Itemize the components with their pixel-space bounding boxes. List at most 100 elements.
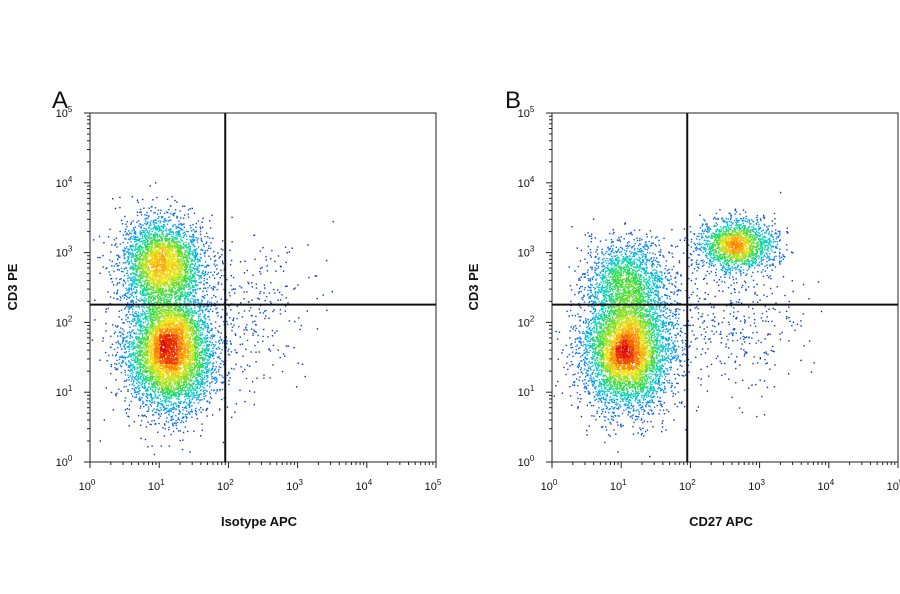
- event-dot: [198, 368, 201, 370]
- event-dot: [128, 291, 130, 293]
- event-dot: [146, 243, 149, 246]
- event-dot: [183, 381, 186, 383]
- event-dot: [118, 362, 120, 365]
- event-dot: [130, 288, 132, 290]
- event-dot: [202, 226, 204, 228]
- event-dot: [185, 307, 187, 309]
- event-dot: [183, 380, 186, 382]
- event-dot: [164, 290, 167, 292]
- event-dot: [153, 233, 156, 235]
- event-dot: [140, 268, 142, 270]
- event-dot: [153, 212, 155, 214]
- event-dot: [230, 259, 233, 262]
- event-dot: [201, 221, 203, 223]
- event-dot: [236, 317, 238, 320]
- event-dot: [132, 262, 134, 265]
- event-dot: [157, 320, 159, 322]
- event-dot: [138, 384, 140, 386]
- event-dot: [130, 278, 132, 280]
- event-dot: [186, 261, 189, 263]
- event-dot: [168, 306, 170, 308]
- event-dot: [188, 368, 191, 370]
- event-dot: [162, 288, 164, 290]
- event-dot: [135, 391, 137, 393]
- event-dot: [186, 238, 188, 241]
- event-dot: [145, 337, 147, 340]
- event-dot: [274, 292, 276, 294]
- event-dot: [139, 251, 141, 253]
- event-dot: [191, 387, 193, 390]
- event-dot: [160, 309, 162, 311]
- event-dot: [209, 301, 211, 304]
- event-dot: [176, 301, 178, 304]
- event-dot: [141, 313, 144, 315]
- event-dot: [175, 246, 177, 248]
- event-dot: [136, 391, 139, 394]
- event-dot: [194, 258, 197, 260]
- event-dot: [187, 299, 189, 301]
- event-dot: [195, 311, 198, 314]
- event-dot: [136, 267, 138, 269]
- event-dot: [191, 241, 194, 243]
- event-dot: [192, 290, 194, 293]
- event-dot: [264, 300, 266, 302]
- event-dot: [218, 368, 220, 371]
- event-dot: [146, 363, 148, 365]
- event-dot: [157, 305, 160, 307]
- event-dot: [216, 379, 218, 381]
- event-dot: [165, 396, 167, 398]
- event-dot: [134, 237, 136, 239]
- event-dot: [130, 286, 132, 288]
- event-dot: [160, 209, 162, 212]
- event-dot: [187, 252, 190, 255]
- event-dot: [139, 341, 141, 343]
- event-dot: [182, 276, 184, 278]
- event-dot: [130, 380, 132, 382]
- event-dot: [179, 387, 181, 389]
- event-dot: [192, 325, 194, 328]
- event-dot: [214, 376, 216, 379]
- event-dot: [157, 315, 159, 317]
- event-dot: [116, 282, 119, 284]
- event-dot: [200, 302, 203, 304]
- event-dot: [105, 322, 107, 325]
- event-dot: [191, 366, 193, 368]
- event-dot: [171, 230, 174, 232]
- event-dot: [144, 329, 146, 332]
- event-dot: [165, 237, 167, 239]
- event-dot: [136, 265, 138, 267]
- event-dot: [160, 391, 162, 394]
- event-dot: [187, 377, 190, 379]
- event-dot: [198, 352, 200, 354]
- event-dot: [170, 394, 173, 396]
- event-dot: [181, 292, 183, 294]
- event-dot: [185, 254, 187, 256]
- event-dot: [145, 330, 148, 333]
- event-dot: [194, 324, 196, 326]
- event-dot: [203, 398, 205, 400]
- event-dot: [140, 332, 142, 335]
- event-dot: [161, 233, 163, 236]
- event-dot: [149, 374, 151, 376]
- event-dot: [128, 350, 130, 353]
- event-dot: [209, 247, 212, 250]
- event-dot: [176, 226, 178, 229]
- event-dot: [187, 387, 189, 389]
- event-dot: [152, 199, 154, 201]
- event-dot: [175, 395, 178, 397]
- event-dot: [145, 228, 147, 230]
- event-dot: [142, 353, 144, 355]
- event-dot: [190, 374, 192, 377]
- event-dot: [281, 370, 284, 373]
- event-dot: [137, 390, 139, 393]
- event-dot: [158, 289, 161, 292]
- event-dot: [207, 337, 209, 339]
- event-dot: [145, 358, 147, 360]
- event-dot: [111, 354, 114, 356]
- event-dot: [132, 372, 134, 374]
- event-dot: [204, 309, 206, 311]
- event-dot: [221, 308, 224, 311]
- event-dot: [203, 387, 205, 389]
- event-dot: [201, 273, 203, 275]
- event-dot: [208, 284, 211, 287]
